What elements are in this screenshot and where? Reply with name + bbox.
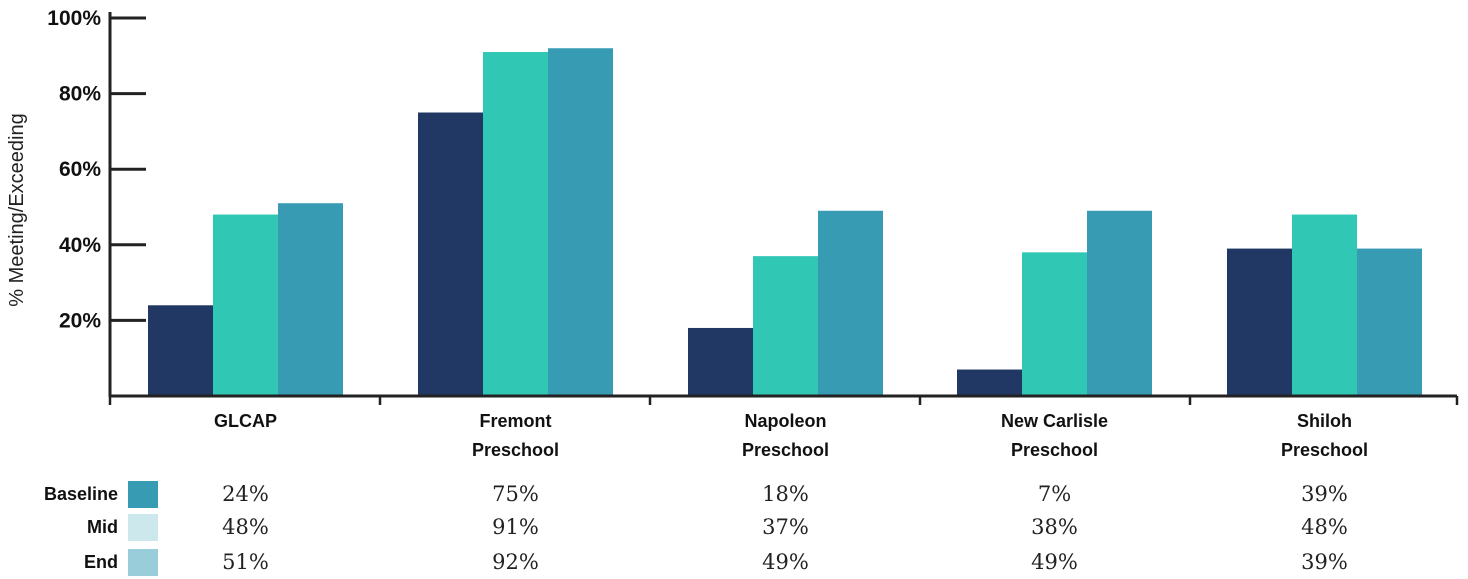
y-tick-label-100: 100%	[47, 7, 101, 30]
bar-mid-3	[1022, 252, 1087, 396]
y-tick-label-80: 80%	[59, 83, 101, 106]
y-tick-label-60: 60%	[59, 158, 101, 181]
bar-end-3	[1087, 210, 1152, 396]
table-value-end-0: 51%	[222, 550, 269, 574]
bar-baseline-3	[957, 369, 1022, 396]
category-label-1-1: Preschool	[472, 440, 559, 460]
table-value-mid-3: 38%	[1031, 515, 1078, 539]
category-label-1-0: Fremont	[480, 411, 552, 431]
bar-mid-1	[483, 52, 548, 397]
legend-label-end: End	[84, 552, 118, 572]
y-ticks-group: 20% 40% 60% 80% 100%	[47, 7, 146, 332]
bar-end-0	[278, 203, 343, 396]
category-label-2-0: Napoleon	[744, 411, 826, 431]
table-value-end-1: 92%	[492, 550, 539, 574]
table-value-baseline-4: 39%	[1301, 482, 1348, 506]
y-tick-label-40: 40%	[59, 234, 101, 257]
legend-swatch-end	[128, 549, 158, 576]
bar-mid-0	[213, 214, 278, 396]
table-value-mid-4: 48%	[1301, 515, 1348, 539]
bar-baseline-2	[688, 327, 753, 396]
y-tick-label-20: 20%	[59, 309, 101, 332]
legend-table: Baseline 24% 75% 18% 7% 39% Mid 48% 91% 37% 38% 48%…	[44, 481, 1348, 576]
table-value-baseline-3: 7%	[1038, 482, 1071, 506]
bar-end-2	[818, 210, 883, 396]
table-value-baseline-1: 75%	[492, 482, 539, 506]
table-value-end-3: 49%	[1031, 550, 1078, 574]
category-label-4-1: Preschool	[1281, 440, 1368, 460]
table-value-mid-0: 48%	[222, 515, 269, 539]
legend-label-baseline: Baseline	[44, 484, 118, 504]
table-value-end-2: 49%	[762, 550, 809, 574]
table-value-end-4: 39%	[1301, 550, 1348, 574]
category-label-2-1: Preschool	[742, 440, 829, 460]
category-label-3-1: Preschool	[1011, 440, 1098, 460]
legend-swatch-baseline	[128, 481, 158, 508]
bar-end-1	[548, 48, 613, 397]
bar-baseline-4	[1227, 248, 1292, 396]
axes-group	[108, 12, 1459, 405]
table-value-mid-2: 37%	[762, 515, 809, 539]
bar-mid-2	[753, 256, 818, 396]
legend-swatch-mid	[128, 514, 158, 541]
bar-baseline-1	[418, 112, 483, 396]
y-axis-label: % Meeting/Exceeding	[6, 113, 28, 306]
category-label-3-0: New Carlisle	[1001, 411, 1108, 431]
table-value-baseline-0: 24%	[222, 482, 269, 506]
bar-baseline-0	[148, 305, 213, 396]
category-label-4-0: Shiloh	[1297, 411, 1352, 431]
bar-end-4	[1357, 248, 1422, 396]
legend-label-mid: Mid	[87, 517, 118, 537]
table-value-baseline-2: 18%	[762, 482, 809, 506]
bar-mid-4	[1292, 214, 1357, 396]
table-value-mid-1: 91%	[492, 515, 539, 539]
bars-group	[148, 48, 1422, 397]
x-labels-group: GLCAP Fremont Preschool Napoleon Preschool Ne…	[214, 411, 1368, 460]
category-label-0-0: GLCAP	[214, 411, 277, 431]
